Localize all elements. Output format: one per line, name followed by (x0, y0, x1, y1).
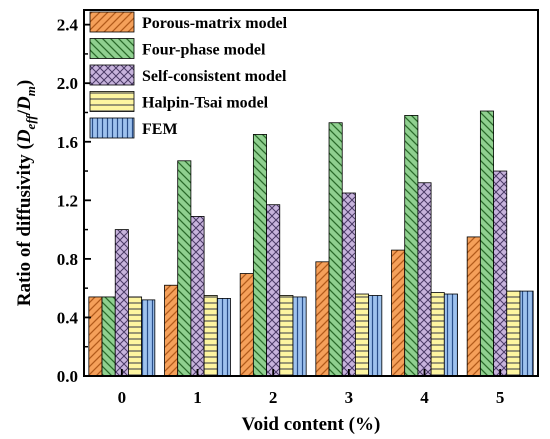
bar-3-2 (266, 204, 281, 377)
bar-4-4 (430, 292, 445, 377)
bar-4-5 (506, 290, 521, 377)
bar-4-1 (203, 295, 218, 377)
y-tick-label: 2.4 (57, 16, 79, 35)
legend-swatch (89, 38, 135, 59)
y-tick-label: 2.0 (57, 74, 78, 93)
bar-4-3 (355, 293, 370, 377)
bar-1-1 (164, 284, 179, 377)
y-tick-label: 1.2 (57, 191, 78, 210)
legend-swatch (89, 91, 135, 112)
bar-2-3 (328, 122, 343, 377)
x-tick-label: 1 (193, 388, 202, 407)
legend-label: Porous-matrix model (142, 15, 288, 32)
bar-3-4 (417, 182, 432, 377)
legend-label: FEM (142, 121, 178, 138)
x-axis: 0 1 2 3 4 5 (118, 369, 505, 407)
bar-5-5 (519, 290, 534, 377)
bar-5-2 (292, 296, 307, 377)
y-tick-label: 1.6 (57, 133, 78, 152)
x-tick-label: 3 (345, 388, 354, 407)
bar-2-5 (479, 110, 494, 377)
legend: Porous-matrix model Four-phase model Self-… (89, 11, 288, 139)
bar-2-4 (404, 115, 419, 377)
bar-2-1 (177, 160, 192, 377)
y-tick-label: 0.0 (57, 367, 78, 386)
bar-3-5 (493, 170, 508, 377)
bar-2-2 (252, 134, 267, 377)
y-axis-title: Ratio of diffusivity (Deff/Dm) (14, 80, 38, 306)
bar-1-5 (466, 236, 481, 377)
x-axis-title: Void content (%) (242, 414, 381, 435)
x-tick-label: 4 (420, 388, 429, 407)
legend-label: Halpin-Tsai model (142, 95, 269, 112)
bar-5-1 (216, 298, 231, 377)
bar-1-0 (88, 296, 103, 377)
bar-4-2 (279, 295, 294, 377)
bars-layer (88, 110, 534, 377)
y-axis: 0.0 0.4 0.8 1.2 1.6 2.0 2.4 (57, 16, 91, 386)
legend-swatch (89, 11, 135, 33)
bar-5-4 (443, 293, 458, 377)
x-tick-label: 5 (496, 388, 505, 407)
bar-3-0 (114, 229, 129, 377)
bar-1-4 (391, 249, 406, 377)
bar-5-3 (368, 295, 383, 377)
legend-label: Self-consistent model (142, 68, 287, 85)
legend-swatch (89, 64, 135, 86)
y-tick-label: 0.8 (57, 250, 78, 269)
y-tick-label: 0.4 (57, 308, 79, 327)
x-tick-label: 2 (269, 388, 278, 407)
bar-1-2 (239, 273, 254, 377)
bar-3-1 (190, 216, 205, 377)
legend-label: Four-phase model (142, 42, 266, 59)
legend-swatch (89, 117, 135, 139)
bar-3-3 (341, 192, 356, 377)
bar-5-0 (141, 299, 156, 377)
x-tick-label: 0 (118, 388, 127, 407)
plot-frame (83, 9, 539, 377)
bar-2-0 (101, 296, 116, 377)
bar-4-0 (128, 296, 143, 377)
bar-1-3 (315, 261, 330, 377)
